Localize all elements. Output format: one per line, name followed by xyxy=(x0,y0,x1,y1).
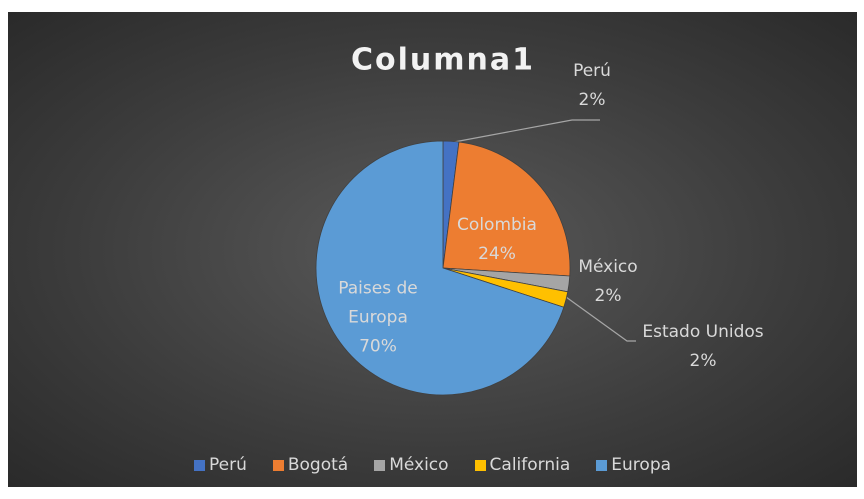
data-label-name: México xyxy=(578,257,638,277)
data-label-value: 2% xyxy=(689,351,717,371)
legend-swatch xyxy=(596,459,608,471)
pie-slice xyxy=(442,141,571,277)
data-label-name: Estado Unidos xyxy=(642,322,764,342)
data-label: Colombia 24% xyxy=(457,211,537,269)
pie-slice xyxy=(315,140,565,396)
data-label: Paises de Europa 70% xyxy=(323,275,433,362)
legend-label: Bogotá xyxy=(287,455,349,475)
legend-swatch xyxy=(374,459,386,471)
chart-title: Columna1 xyxy=(350,42,536,78)
legend-item: Bogotá xyxy=(272,455,349,475)
leader-line xyxy=(565,296,636,342)
data-label-value: 2% xyxy=(578,90,606,110)
data-label: Perú 2% xyxy=(573,57,611,115)
legend-swatch xyxy=(272,459,284,471)
legend-label: Europa xyxy=(611,455,672,475)
data-label-name: Colombia xyxy=(457,215,537,235)
legend-item: Perú xyxy=(193,455,247,475)
legend-swatch xyxy=(474,459,486,471)
legend-label: México xyxy=(389,455,449,475)
data-label-value: 2% xyxy=(594,286,622,306)
data-label-name: Perú xyxy=(573,61,611,81)
legend-label: California xyxy=(489,455,571,475)
legend-item: México xyxy=(374,455,449,475)
legend-swatch xyxy=(193,459,205,471)
legend-label: Perú xyxy=(208,455,247,475)
data-label: México 2% xyxy=(578,253,637,311)
data-label-name: Paises de Europa xyxy=(338,278,418,328)
legend-item: California xyxy=(474,455,571,475)
legend: Perú Bogotá México California Europa xyxy=(8,455,857,475)
legend-item: Europa xyxy=(596,455,671,475)
data-label-value: 70% xyxy=(359,336,397,357)
leader-line xyxy=(453,119,600,143)
data-label: Estado Unidos 2% xyxy=(642,318,763,376)
data-label-value: 24% xyxy=(478,244,516,264)
